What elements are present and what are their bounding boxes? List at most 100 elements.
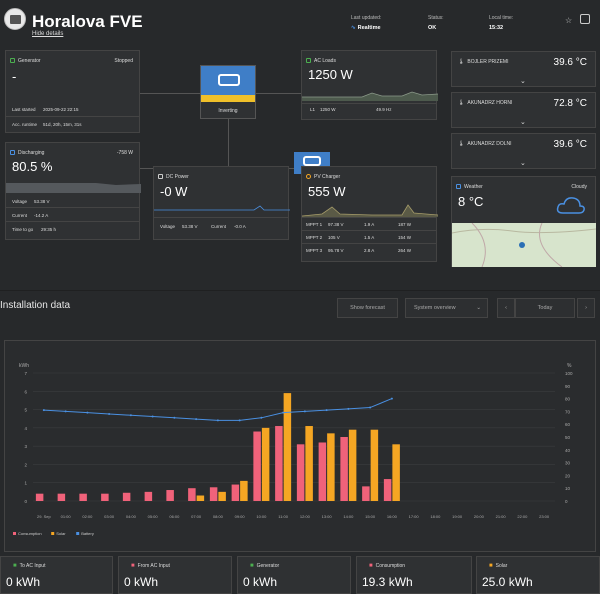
battery-voltage-label: Voltage <box>12 199 28 204</box>
dc-power-value: -0 W <box>160 184 188 199</box>
weather-condition: Cloudy <box>571 184 587 190</box>
arrow-up-right-icon: ■ <box>131 563 135 569</box>
consumption-bar <box>144 491 153 501</box>
expand-chevron-icon[interactable]: ⌄ <box>520 160 526 167</box>
consumption-bar <box>383 479 392 501</box>
expand-chevron-icon[interactable]: ⌄ <box>520 119 526 126</box>
pv-charger-card[interactable]: PV Charger 555 W MPPT 1 97.38 V 1.9 A 187 W… <box>301 166 438 262</box>
x-tick-label: 18:00 <box>430 514 441 519</box>
consumption-bar <box>101 493 109 501</box>
time-to-go-value: 29:35 h <box>41 227 57 232</box>
temperature-card[interactable]: 🌡 AKUNADRZ DOLNI 39.6 °C ⌄ <box>451 133 596 169</box>
battery-point <box>129 414 132 417</box>
y-tick-label: 3 <box>24 444 27 449</box>
total-value: 19.3 kWh <box>362 575 413 589</box>
status-label: Status: <box>428 15 444 21</box>
y2-tick-label: 50 <box>565 435 571 440</box>
runtime-label: Acc. runtime <box>12 122 38 127</box>
installation-title: Installation data <box>0 300 71 311</box>
temperature-label: BOJLER PRIZEMI <box>467 59 509 65</box>
consumption-bar <box>253 431 261 501</box>
y2-tick-label: 40 <box>565 448 571 453</box>
l1-power: 1250 W <box>320 107 336 112</box>
battery-card[interactable]: Discharging -758 W 80.5 % Voltage 53.38 … <box>5 142 141 240</box>
pv-value: 555 W <box>308 184 346 199</box>
mppt-name: MPPT 1 <box>306 222 323 227</box>
solar-bar <box>196 495 205 501</box>
victron-icon: ∿ <box>351 25 356 31</box>
prev-day-button[interactable]: ‹ <box>497 298 515 318</box>
total-card: ■ Consumption 19.3 kWh <box>356 556 472 594</box>
local-time-value: 15:32 <box>489 25 504 31</box>
header: Horalova FVE Hide details Last updated: … <box>0 0 600 42</box>
solar-bar <box>240 480 248 501</box>
total-card: ■ Generator 0 kWh <box>237 556 351 594</box>
temperature-card[interactable]: 🌡 BOJLER PRIZEMI 39.6 °C ⌄ <box>451 51 596 87</box>
weather-map[interactable] <box>452 223 596 267</box>
battery-point <box>347 407 350 410</box>
mppt-power: 264 W <box>398 248 412 253</box>
battery-point <box>173 416 176 419</box>
generator-state: Stopped <box>114 58 133 64</box>
hide-details-link[interactable]: Hide details <box>32 31 64 37</box>
consumption-bar <box>57 493 66 501</box>
x-tick-label: 21:00 <box>496 514 507 519</box>
battery-current-value: -14.2 A <box>34 213 49 218</box>
pv-sparkline <box>302 204 438 217</box>
consumption-bar <box>362 486 370 501</box>
x-tick-label: 14:00 <box>343 514 354 519</box>
total-card: ■ To AC Input 0 kWh <box>0 556 113 594</box>
total-value: 0 kWh <box>243 575 278 589</box>
y2-tick-label: 20 <box>565 473 571 478</box>
temperature-card[interactable]: 🌡 AKUNADRZ HORNI 72.8 °C ⌄ <box>451 92 596 128</box>
thermometer-icon: 🌡 <box>458 59 465 65</box>
left-axis-unit: kWh <box>19 363 29 369</box>
legend-label: Solar <box>56 531 66 536</box>
x-tick-label: 10:00 <box>256 514 267 519</box>
show-forecast-button[interactable]: Show forecast <box>337 298 398 318</box>
today-button[interactable]: Today <box>515 298 575 318</box>
generator-icon: ■ <box>250 563 254 569</box>
y-tick-label: 4 <box>24 426 27 431</box>
site-logo <box>4 8 26 30</box>
dc-power-sparkline <box>154 205 290 211</box>
chevron-right-icon: › <box>585 305 587 311</box>
x-tick-label: 19:00 <box>452 514 463 519</box>
last-updated-label: Last updated: <box>351 15 382 21</box>
x-tick-label: 04:00 <box>126 514 137 519</box>
ac-loads-card[interactable]: AC Loads 1250 W L1 1250 W 49.9 Hz <box>301 50 438 120</box>
local-time-label: Local time: <box>489 15 514 21</box>
overview-select[interactable]: System overview ⌄ <box>405 298 488 318</box>
sun-icon <box>306 174 311 179</box>
x-tick-label: 22:00 <box>517 514 528 519</box>
battery-point <box>260 416 263 419</box>
dc-power-card[interactable]: DC Power -0 W Voltage 53.38 V Current -0… <box>153 166 290 240</box>
x-tick-label: 05:00 <box>148 514 159 519</box>
right-axis-unit: % <box>567 363 572 369</box>
total-card: ■ Solar 25.0 kWh <box>476 556 600 594</box>
thermometer-icon: 🌡 <box>458 100 465 106</box>
generator-card[interactable]: Generator Stopped - Last started 2025-09… <box>5 50 140 133</box>
total-value: 0 kWh <box>6 575 41 589</box>
consumption-bar <box>318 442 327 501</box>
next-day-button[interactable]: › <box>577 298 595 318</box>
mppt-name: MPPT 3 <box>306 248 323 253</box>
expand-chevron-icon[interactable]: ⌄ <box>520 78 526 85</box>
settings-icon[interactable] <box>580 14 590 24</box>
ac-loads-sparkline <box>302 91 438 101</box>
total-label: Generator <box>256 563 280 569</box>
ac-loads-value: 1250 W <box>308 67 353 82</box>
y-tick-label: 0 <box>24 499 27 504</box>
star-icon[interactable]: ☆ <box>565 16 573 25</box>
solar-bar <box>392 444 400 501</box>
weather-icon <box>456 184 461 189</box>
legend-swatch <box>76 532 80 535</box>
battery-icon <box>10 150 15 155</box>
battery-power: -758 W <box>116 150 133 156</box>
energy-chart[interactable]: kWh% 7 6 5 4 3 2 1 0 100 90 80 70 60 50 40 30 20 10 0 29. Se… <box>4 340 596 552</box>
y-tick-label: 5 <box>24 408 27 413</box>
y2-tick-label: 70 <box>565 409 571 414</box>
total-value: 25.0 kWh <box>482 575 533 589</box>
mppt-power: 154 W <box>398 235 412 240</box>
inverter-block[interactable]: Inverting <box>200 65 256 119</box>
